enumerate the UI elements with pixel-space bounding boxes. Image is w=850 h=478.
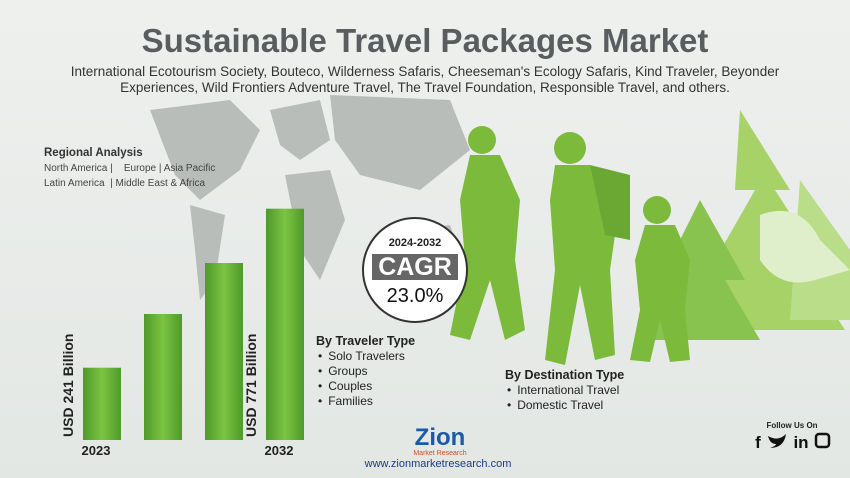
segment-item: Solo Travelers: [318, 349, 415, 364]
regional-analysis: Regional Analysis North America | Europe…: [44, 146, 215, 191]
segment-item: Groups: [318, 364, 415, 379]
world-map: [150, 95, 470, 300]
logo: Zion Market Research www.zionmarketresea…: [364, 424, 512, 470]
bar-chart: 2023 USD 241 Billion 2032 USD 771 Billion: [60, 208, 304, 458]
logo-sub: Market Research: [413, 450, 466, 457]
value-label: USD 241 Billion: [60, 334, 76, 437]
x-tick-label: 2023: [82, 443, 111, 458]
facebook-icon[interactable]: f: [755, 433, 761, 452]
cagr-label: CAGR: [378, 253, 452, 281]
segment-item: Couples: [318, 379, 415, 394]
regional-line: North America | Europe | Asia Pacific: [44, 163, 216, 174]
cagr-value: 23.0%: [387, 285, 444, 307]
bar: [144, 314, 182, 440]
segment-item: International Travel: [507, 383, 624, 398]
subtitle: International Ecotourism Society, Boutec…: [70, 64, 780, 95]
social: Follow Us On f in: [755, 421, 831, 452]
value-label: USD 771 Billion: [243, 334, 259, 437]
website: www.zionmarketresearch.com: [364, 458, 512, 470]
regional-line: Latin America | Middle East & Africa: [44, 178, 206, 189]
segment-item: Families: [318, 394, 415, 409]
regional-title: Regional Analysis: [44, 147, 143, 159]
twitter-icon[interactable]: [768, 434, 786, 448]
instagram-icon[interactable]: [814, 432, 831, 449]
segment-item: Domestic Travel: [507, 398, 624, 413]
follow-label: Follow Us On: [766, 421, 817, 430]
bar: [266, 208, 304, 440]
cagr-badge: 2024-2032 CAGR 23.0%: [362, 217, 468, 323]
segment-title: By Destination Type: [505, 368, 625, 382]
logo-text: Zion: [415, 424, 466, 451]
bar: [83, 367, 121, 440]
x-tick-label: 2032: [265, 443, 294, 458]
segment-title: By Traveler Type: [316, 334, 416, 348]
segment: By Destination TypeInternational TravelD…: [505, 368, 624, 413]
cagr-period: 2024-2032: [389, 237, 442, 249]
linkedin-icon[interactable]: in: [793, 433, 808, 452]
bar: [205, 263, 243, 440]
title: Sustainable Travel Packages Market: [141, 22, 709, 59]
hikers: [450, 126, 850, 365]
segment: By Traveler TypeSolo TravelersGroupsCoup…: [316, 334, 415, 409]
